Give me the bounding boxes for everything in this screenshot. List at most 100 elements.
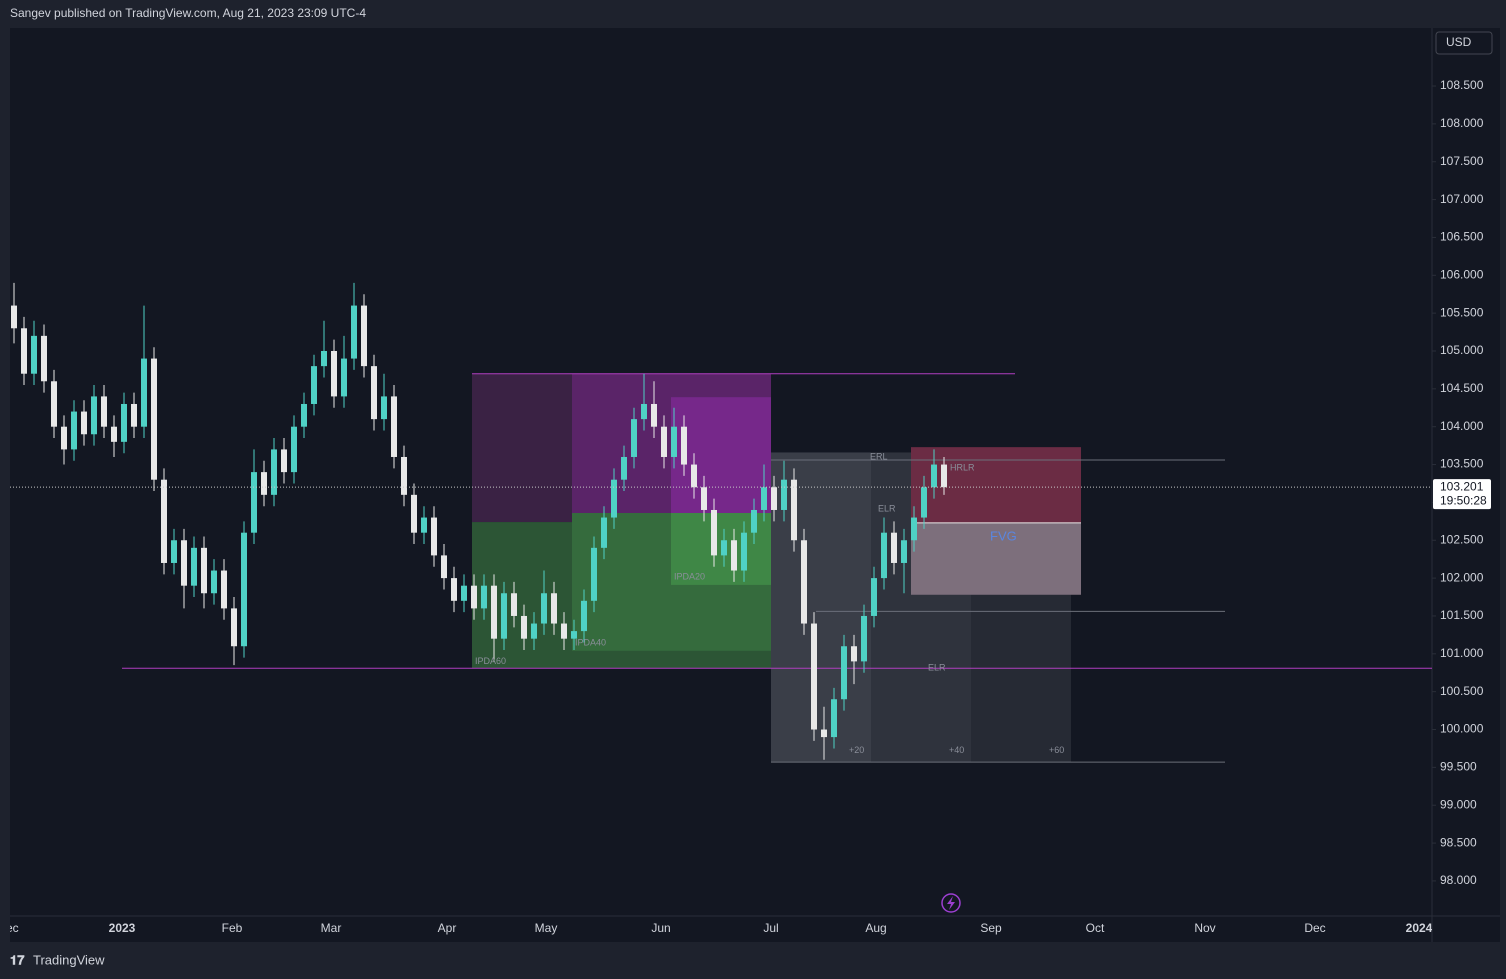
time-axis: Dec 2023 Feb Mar Apr May Jun Jul Aug Sep Oct Nov Dec… <box>10 921 1432 935</box>
candle-body <box>71 411 77 450</box>
candle-body <box>731 540 737 571</box>
candle-body <box>231 608 237 647</box>
candle-body <box>551 593 557 624</box>
candle-body <box>331 350 337 397</box>
candle-body <box>261 472 267 495</box>
candle-body <box>581 600 587 632</box>
candle-body <box>191 547 197 586</box>
x-tick-label: Aug <box>865 921 886 935</box>
candle-body <box>591 547 597 601</box>
y-tick-label: 99.500 <box>1440 760 1477 774</box>
annotation: +20 <box>849 745 864 755</box>
candle-body <box>821 729 827 738</box>
candle-body <box>771 487 777 510</box>
candle-body <box>241 532 247 647</box>
candle-body <box>461 585 467 601</box>
annotation: +60 <box>1049 745 1064 755</box>
y-tick-label: 100.000 <box>1440 722 1484 736</box>
zone <box>911 522 1081 595</box>
candle-body <box>341 358 347 397</box>
y-tick-label: 99.000 <box>1440 797 1477 811</box>
candle-body <box>851 646 857 662</box>
candle-body <box>301 403 307 427</box>
candle-body <box>381 396 387 420</box>
x-tick-label: Nov <box>1194 921 1215 935</box>
x-tick-label: Mar <box>321 921 342 935</box>
y-tick-label: 106.500 <box>1440 230 1484 244</box>
candle-body <box>651 403 657 427</box>
candle-body <box>471 585 477 609</box>
candle-body <box>451 578 457 601</box>
candle-body <box>561 623 567 639</box>
candle-body <box>61 426 67 450</box>
y-tick-label: 108.500 <box>1440 78 1484 92</box>
candle-body <box>151 358 157 480</box>
candle-body <box>271 449 277 495</box>
candle-body <box>571 631 577 639</box>
candle-body <box>181 540 187 586</box>
candle-body <box>751 509 757 533</box>
candle-body <box>531 623 537 639</box>
x-tick-label: Jun <box>651 921 670 935</box>
candle-body <box>91 396 97 435</box>
candle-body <box>631 419 637 457</box>
candle-body <box>801 540 807 624</box>
lightning-glyph <box>947 896 955 910</box>
candle-body <box>371 366 377 420</box>
candle-body <box>541 593 547 624</box>
candle-body <box>791 479 797 541</box>
candle-body <box>841 646 847 700</box>
y-tick-label: 101.500 <box>1440 608 1484 622</box>
candle-body <box>51 381 57 427</box>
annotation: +40 <box>949 745 964 755</box>
y-tick-label: 105.500 <box>1440 305 1484 319</box>
candle-body <box>661 426 667 457</box>
candle-body <box>291 426 297 473</box>
candle-body <box>601 517 607 548</box>
candle-body <box>741 532 747 571</box>
x-tick-label: Feb <box>222 921 243 935</box>
zone <box>671 397 771 514</box>
candle-body <box>111 426 117 442</box>
candle-body <box>311 366 317 404</box>
candle-body <box>221 570 227 609</box>
candle-body <box>811 623 817 730</box>
candle-body <box>491 585 497 639</box>
x-tick-label: Jul <box>763 921 778 935</box>
y-tick-label: 107.500 <box>1440 154 1484 168</box>
y-tick-label: 102.000 <box>1440 570 1484 584</box>
axes: 98.000 98.500 99.000 99.500 100.000 100.500 10… <box>10 78 1491 935</box>
candle-body <box>41 335 47 382</box>
currency-button[interactable] <box>1435 31 1493 55</box>
candle-body <box>251 472 257 533</box>
last-price-label: 103.201 <box>1440 479 1484 493</box>
candle-body <box>31 335 37 374</box>
annotation: FVG <box>990 529 1017 544</box>
candle-body <box>891 532 897 563</box>
annotation: IPDA40 <box>575 638 606 648</box>
candle-body <box>171 540 177 563</box>
candle-body <box>481 585 487 609</box>
candle-body <box>361 305 367 367</box>
brand-logo: 𝟏𝟕 <box>10 952 25 967</box>
candle-body <box>411 494 417 533</box>
annotation: ELR <box>878 504 896 514</box>
lightning-icon[interactable] <box>941 893 961 913</box>
candle-body <box>351 305 357 359</box>
annotation: IPDA20 <box>674 572 705 582</box>
annotation: ELR <box>928 663 946 673</box>
candle-body <box>881 532 887 579</box>
candle-body <box>621 456 627 480</box>
plot-area: IPDA60 IPDA40 IPDA20 ERL ELR HRLR ELR FVG +20 +40… <box>10 282 1432 763</box>
candle-body <box>711 509 717 556</box>
candle-body <box>321 350 327 367</box>
x-tick-label: Apr <box>438 921 457 935</box>
currency-label: USD <box>1446 35 1472 49</box>
y-tick-label: 98.000 <box>1440 873 1477 887</box>
annotation: HRLR <box>950 463 975 473</box>
y-tick-label: 98.500 <box>1440 835 1477 849</box>
y-tick-label: 103.500 <box>1440 457 1484 471</box>
candle-body <box>831 699 837 738</box>
brand-name: TradingView <box>33 952 105 967</box>
